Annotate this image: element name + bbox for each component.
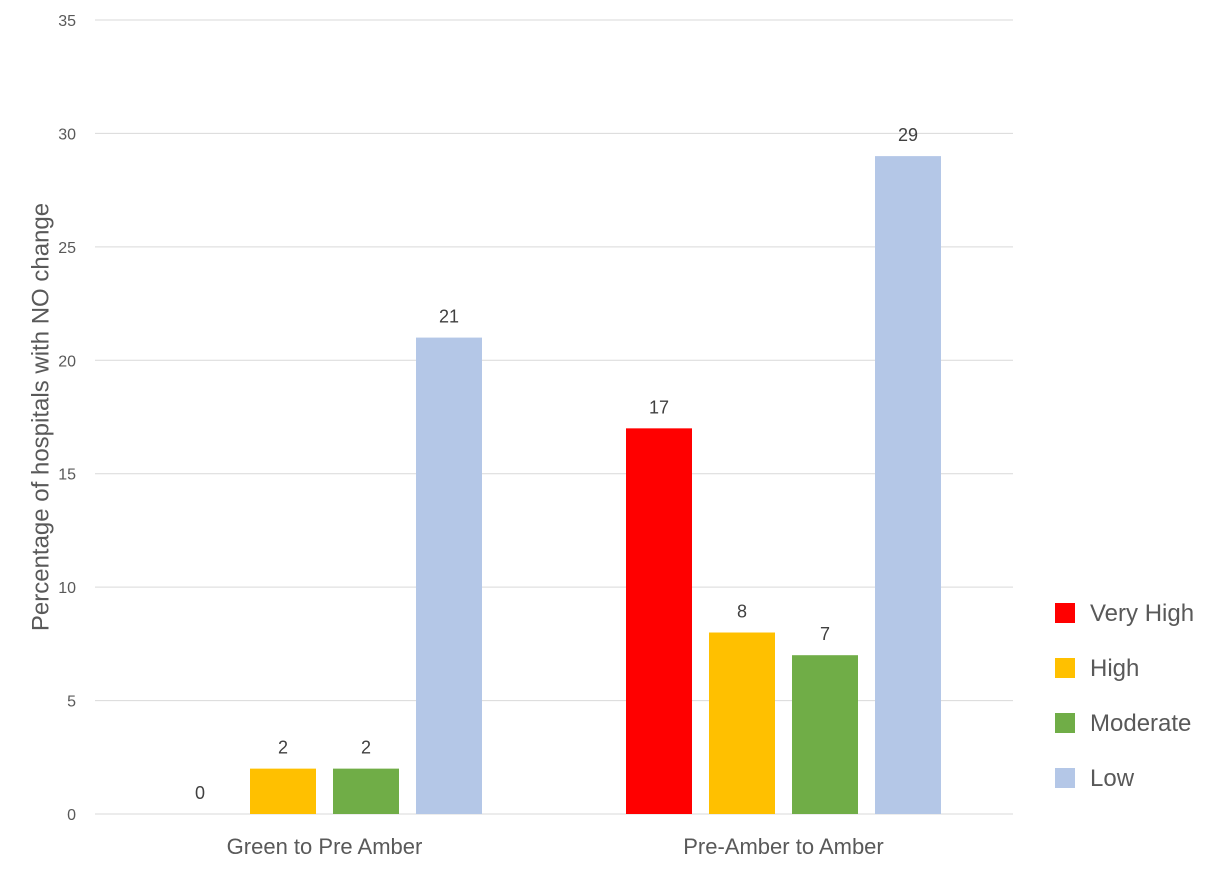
y-tick-label: 25	[58, 240, 76, 257]
bar-very-high	[626, 428, 692, 814]
y-tick-label: 35	[58, 13, 76, 30]
data-label: 17	[649, 397, 669, 417]
legend-swatch	[1055, 603, 1075, 623]
gridlines	[95, 19, 1013, 815]
data-label: 8	[737, 602, 747, 622]
data-label: 7	[820, 624, 830, 644]
legend: Very High High Moderate Low	[1055, 600, 1194, 792]
y-tick-label: 30	[58, 126, 76, 143]
x-axis-categories: Green to Pre Amber Pre-Amber to Amber	[227, 834, 884, 859]
bar-moderate	[792, 655, 858, 814]
data-label: 2	[278, 738, 288, 758]
bar-high	[250, 768, 316, 814]
bar-high	[709, 632, 775, 814]
legend-swatch	[1055, 713, 1075, 733]
y-tick-label: 0	[67, 807, 76, 824]
legend-swatch	[1055, 768, 1075, 788]
data-label: 0	[195, 783, 205, 803]
data-label: 29	[898, 125, 918, 145]
y-tick-label: 5	[67, 694, 76, 711]
bar-low	[416, 337, 482, 814]
bars	[250, 156, 941, 815]
legend-label: High	[1090, 655, 1139, 682]
legend-swatch	[1055, 658, 1075, 678]
x-category-label: Pre-Amber to Amber	[683, 834, 884, 859]
legend-label: Very High	[1090, 600, 1194, 627]
data-label: 2	[361, 738, 371, 758]
y-axis-title: Percentage of hospitals with NO change	[27, 203, 54, 631]
bar-low	[875, 156, 941, 815]
x-category-label: Green to Pre Amber	[227, 834, 423, 859]
data-labels: 0 2 2 21 17 8 7 29	[195, 125, 918, 803]
y-tick-label: 15	[58, 467, 76, 484]
legend-label: Low	[1090, 765, 1135, 792]
bar-moderate	[333, 768, 399, 814]
y-tick-label: 20	[58, 353, 76, 370]
legend-label: Moderate	[1090, 710, 1191, 737]
y-axis-ticks: 0 5 10 15 20 25 30 35	[58, 13, 76, 824]
data-label: 21	[439, 307, 459, 327]
y-tick-label: 10	[58, 580, 76, 597]
